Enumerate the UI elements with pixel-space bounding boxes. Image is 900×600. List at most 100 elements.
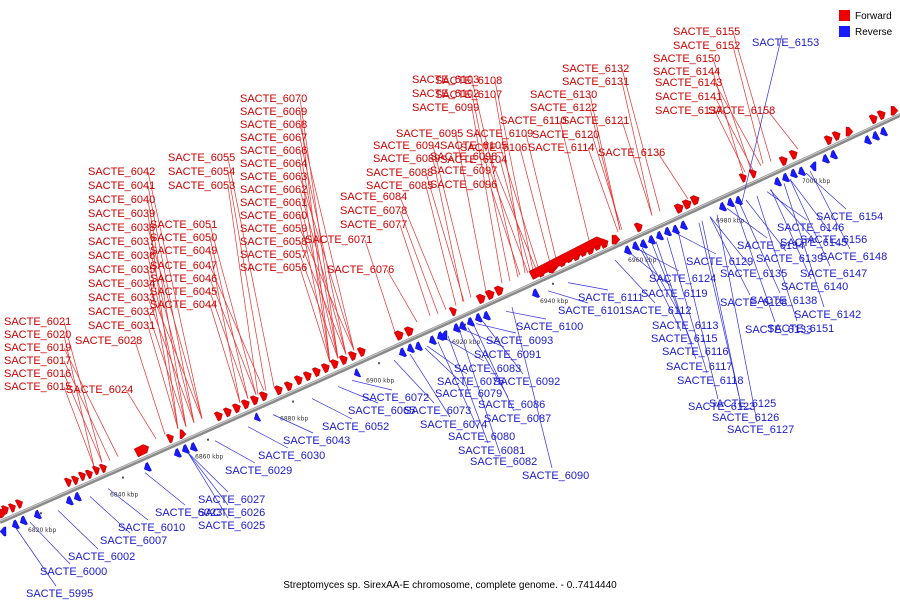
forward-gene-label[interactable]: SACTE_6063 bbox=[240, 171, 307, 183]
forward-gene-label[interactable]: SACTE_6060 bbox=[240, 210, 307, 222]
reverse-gene-label[interactable]: SACTE_6101 bbox=[558, 305, 625, 317]
reverse-gene-label[interactable]: SACTE_6072 bbox=[362, 392, 429, 404]
forward-gene-label[interactable]: SACTE_6050 bbox=[150, 232, 217, 244]
reverse-gene-label[interactable]: SACTE_6079 bbox=[435, 388, 502, 400]
forward-gene-label[interactable]: SACTE_6109 bbox=[466, 128, 533, 140]
forward-gene-label[interactable]: SACTE_6143 bbox=[655, 77, 722, 89]
reverse-gene-label[interactable]: SACTE_6146 bbox=[777, 222, 844, 234]
reverse-gene-label[interactable]: SACTE_6127 bbox=[727, 424, 794, 436]
forward-gene-label[interactable]: SACTE_6136 bbox=[598, 147, 665, 159]
reverse-gene-label[interactable]: SACTE_6129 bbox=[686, 256, 753, 268]
forward-gene-label[interactable]: SACTE_6152 bbox=[673, 40, 740, 52]
forward-gene-label[interactable]: SACTE_6088 bbox=[366, 167, 433, 179]
reverse-gene-label[interactable]: SACTE_6118 bbox=[677, 375, 743, 387]
reverse-gene-label[interactable]: SACTE_6111 bbox=[578, 292, 644, 304]
forward-gene-label[interactable]: SACTE_6058 bbox=[240, 236, 307, 248]
forward-gene-label[interactable]: SACTE_6033 bbox=[88, 292, 155, 304]
forward-gene-label[interactable]: SACTE_6108 bbox=[435, 75, 502, 87]
forward-gene-label[interactable]: SACTE_6066 bbox=[240, 145, 307, 157]
reverse-gene-label[interactable]: SACTE_6074 bbox=[420, 419, 487, 431]
forward-gene-label[interactable]: SACTE_6114 bbox=[528, 142, 594, 154]
reverse-gene-label[interactable]: SACTE_6100 bbox=[516, 321, 583, 333]
reverse-gene-label[interactable]: SACTE_6112 bbox=[625, 305, 691, 317]
reverse-gene-label[interactable]: SACTE_6027 bbox=[198, 494, 265, 506]
reverse-gene-label[interactable]: SACTE_6010 bbox=[118, 522, 185, 534]
forward-gene-label[interactable]: SACTE_6035 bbox=[88, 264, 155, 276]
reverse-gene-label[interactable]: SACTE_6124 bbox=[649, 273, 716, 285]
forward-gene-label[interactable]: SACTE_6084 bbox=[340, 191, 407, 203]
forward-gene-label[interactable]: SACTE_6068 bbox=[240, 119, 307, 131]
forward-gene-label[interactable]: SACTE_6155 bbox=[673, 26, 740, 38]
forward-gene-label[interactable]: SACTE_6104 bbox=[440, 154, 507, 166]
forward-gene-label[interactable]: SACTE_6078 bbox=[340, 205, 407, 217]
forward-gene-label[interactable]: SACTE_6039 bbox=[88, 208, 155, 220]
forward-gene-label[interactable]: SACTE_6070 bbox=[240, 93, 307, 105]
forward-gene-label[interactable]: SACTE_6110 bbox=[500, 115, 566, 127]
reverse-gene-label[interactable]: SACTE_5995 bbox=[26, 588, 93, 600]
forward-gene-label[interactable]: SACTE_6099 bbox=[412, 102, 479, 114]
reverse-gene-label[interactable]: SACTE_6002 bbox=[68, 551, 135, 563]
reverse-gene-label[interactable]: SACTE_6145 bbox=[780, 237, 847, 249]
reverse-gene-label[interactable]: SACTE_6075 bbox=[437, 376, 504, 388]
forward-gene-label[interactable]: SACTE_6121 bbox=[562, 115, 629, 127]
forward-gene-label[interactable]: SACTE_6076 bbox=[327, 264, 394, 276]
reverse-gene-label[interactable]: SACTE_6119 bbox=[641, 288, 707, 300]
reverse-gene-label[interactable]: SACTE_6125 bbox=[709, 398, 776, 410]
forward-gene-label[interactable]: SACTE_6045 bbox=[150, 286, 217, 298]
reverse-gene-label[interactable]: SACTE_6117 bbox=[666, 361, 732, 373]
forward-gene-label[interactable]: SACTE_6019 bbox=[4, 342, 71, 354]
forward-gene-label[interactable]: SACTE_6132 bbox=[562, 63, 629, 75]
forward-gene-label[interactable]: SACTE_6037 bbox=[88, 236, 155, 248]
forward-gene-label[interactable]: SACTE_6107 bbox=[435, 89, 502, 101]
forward-gene-label[interactable]: SACTE_6038 bbox=[88, 222, 155, 234]
forward-gene-label[interactable]: SACTE_6034 bbox=[88, 278, 155, 290]
reverse-gene-label[interactable]: SACTE_6142 bbox=[794, 309, 861, 321]
reverse-gene-label[interactable]: SACTE_6029 bbox=[225, 465, 292, 477]
reverse-gene-label[interactable]: SACTE_6116 bbox=[662, 346, 728, 358]
forward-gene-label[interactable]: SACTE_6144 bbox=[653, 66, 720, 78]
reverse-gene-label[interactable]: SACTE_6147 bbox=[800, 268, 867, 280]
forward-gene-label[interactable]: SACTE_6137 bbox=[655, 105, 722, 117]
forward-gene-label[interactable]: SACTE_6021 bbox=[4, 316, 71, 328]
reverse-gene-label[interactable]: SACTE_6025 bbox=[198, 520, 265, 532]
reverse-gene-label[interactable]: SACTE_6007 bbox=[100, 535, 167, 547]
forward-gene-label[interactable]: SACTE_6055 bbox=[168, 152, 235, 164]
forward-gene-label[interactable]: SACTE_6046 bbox=[150, 273, 217, 285]
forward-gene-label[interactable]: SACTE_6071 bbox=[305, 234, 372, 246]
forward-gene-label[interactable]: SACTE_6059 bbox=[240, 223, 307, 235]
forward-gene-label[interactable]: SACTE_6017 bbox=[4, 355, 71, 367]
forward-gene-label[interactable]: SACTE_6031 bbox=[88, 320, 155, 332]
forward-gene-label[interactable]: SACTE_6024 bbox=[66, 384, 133, 396]
reverse-gene-label[interactable]: SACTE_6123 bbox=[688, 401, 755, 413]
forward-gene-label[interactable]: SACTE_6047 bbox=[150, 260, 217, 272]
forward-gene-label[interactable]: SACTE_6102 bbox=[412, 88, 479, 100]
forward-gene-label[interactable]: SACTE_6064 bbox=[240, 158, 307, 170]
reverse-gene-label[interactable]: SACTE_6139 bbox=[756, 253, 823, 265]
forward-gene-label[interactable]: SACTE_6016 bbox=[4, 368, 71, 380]
reverse-gene-label[interactable]: SACTE_6026 bbox=[198, 507, 265, 519]
forward-gene-label[interactable]: SACTE_6041 bbox=[88, 180, 155, 192]
forward-gene-label[interactable]: SACTE_6106 bbox=[460, 142, 527, 154]
reverse-gene-label[interactable]: SACTE_6135 bbox=[720, 268, 787, 280]
forward-gene-label[interactable]: SACTE_6056 bbox=[240, 262, 307, 274]
reverse-gene-label[interactable]: SACTE_6134 bbox=[737, 240, 804, 252]
forward-gene-label[interactable]: SACTE_6032 bbox=[88, 306, 155, 318]
forward-gene-label[interactable]: SACTE_6061 bbox=[240, 197, 307, 209]
forward-gene-label[interactable]: SACTE_6085 bbox=[366, 180, 433, 192]
reverse-gene-label[interactable]: SACTE_6148 bbox=[820, 251, 887, 263]
reverse-gene-label[interactable]: SACTE_6086 bbox=[478, 399, 545, 411]
forward-gene-label[interactable]: SACTE_6105 bbox=[440, 140, 507, 152]
reverse-gene-label[interactable]: SACTE_6083 bbox=[454, 363, 521, 375]
reverse-gene-label[interactable]: SACTE_6154 bbox=[816, 211, 883, 223]
reverse-gene-label[interactable]: SACTE_6093 bbox=[486, 335, 553, 347]
forward-gene-label[interactable]: SACTE_6158 bbox=[708, 105, 775, 117]
forward-gene-label[interactable]: SACTE_6054 bbox=[168, 166, 235, 178]
reverse-gene-label[interactable]: SACTE_6156 bbox=[800, 234, 867, 246]
reverse-gene-label[interactable]: SACTE_6092 bbox=[493, 376, 560, 388]
forward-gene-label[interactable]: SACTE_6036 bbox=[88, 250, 155, 262]
forward-gene-label[interactable]: SACTE_6049 bbox=[150, 245, 217, 257]
forward-gene-label[interactable]: SACTE_6089 bbox=[373, 153, 440, 165]
forward-gene-label[interactable]: SACTE_6057 bbox=[240, 249, 307, 261]
reverse-gene-label[interactable]: SACTE_6087 bbox=[484, 413, 551, 425]
forward-gene-label[interactable]: SACTE_6051 bbox=[150, 219, 217, 231]
